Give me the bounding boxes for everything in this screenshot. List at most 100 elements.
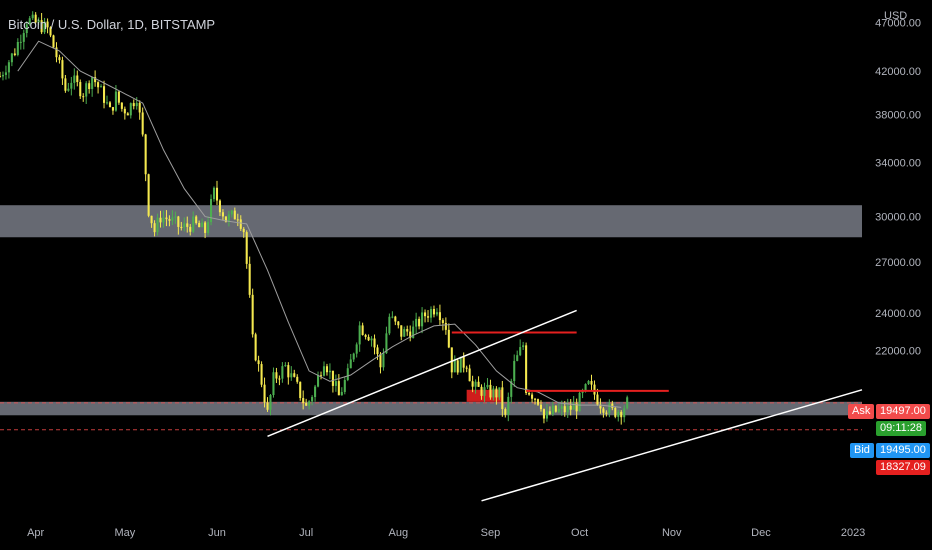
candle-body <box>447 329 450 348</box>
candle-body <box>7 62 10 73</box>
candle-body <box>501 387 504 410</box>
candle-body <box>281 366 284 379</box>
candle-body <box>418 318 421 327</box>
x-tick-label: Jul <box>299 527 313 539</box>
candle-body <box>25 24 28 34</box>
candle-body <box>617 411 620 417</box>
candle-body <box>367 336 370 341</box>
candle-body <box>382 353 385 368</box>
y-tick-label: 47000.00 <box>875 17 921 29</box>
candle-body <box>49 27 52 36</box>
y-tick-label: 30000.00 <box>875 212 921 224</box>
x-tick-label: Jun <box>208 527 226 539</box>
candle-body <box>201 222 204 228</box>
candle-body <box>334 381 337 386</box>
candle-body <box>462 356 465 368</box>
candle-body <box>73 75 76 83</box>
candle-body <box>159 217 162 223</box>
candle-body <box>554 405 557 412</box>
candle-body <box>22 33 25 42</box>
candles <box>0 11 629 425</box>
candle-body <box>70 82 73 89</box>
candle-body <box>325 366 329 373</box>
bid-price-tag: 19495.00 <box>876 443 930 458</box>
candle-body <box>459 356 462 373</box>
candle-body <box>212 187 216 200</box>
candle-body <box>180 226 183 228</box>
candle-body <box>477 381 480 387</box>
candle-body <box>602 408 605 413</box>
candle-body <box>239 219 242 229</box>
candle-body <box>135 102 138 107</box>
candle-body <box>432 309 436 315</box>
candle-body <box>516 355 519 361</box>
candle-body <box>394 316 397 322</box>
candle-body <box>504 409 507 415</box>
candle-body <box>132 103 135 107</box>
candle-body <box>55 47 58 58</box>
candle-body <box>495 388 498 398</box>
candle-body <box>593 384 596 395</box>
candle-body <box>210 199 213 223</box>
x-tick-label: 2023 <box>841 527 865 539</box>
candle-body <box>531 394 534 399</box>
candle-body <box>108 102 112 108</box>
candle-body <box>305 403 308 406</box>
candle-body <box>426 316 430 318</box>
candle-body <box>581 390 584 393</box>
candle-body <box>542 409 545 419</box>
candle-body <box>260 364 263 385</box>
candle-body <box>507 396 510 415</box>
candle-body <box>64 78 67 91</box>
candle-body <box>421 312 424 327</box>
candle-body <box>272 372 275 396</box>
candle-body <box>337 381 340 396</box>
candle-body <box>364 334 367 337</box>
candle-body <box>183 223 186 228</box>
candle-body <box>138 102 141 113</box>
candle-body <box>296 376 299 382</box>
candle-body <box>620 411 623 418</box>
candle-body <box>343 380 346 392</box>
candle-body <box>52 35 55 48</box>
candle-body <box>299 381 302 399</box>
candle-body <box>406 329 409 332</box>
candle-body <box>528 393 531 395</box>
support-resistance-zone-1 <box>0 401 862 416</box>
candle-body <box>120 102 123 109</box>
x-tick-label: Aug <box>389 527 409 539</box>
candle-body <box>349 359 352 369</box>
candle-body <box>308 401 311 406</box>
candle-body <box>465 367 468 369</box>
candle-body <box>58 57 61 61</box>
candle-body <box>388 316 391 334</box>
candle-body <box>105 102 109 104</box>
candle-body <box>16 41 19 55</box>
candle-body <box>498 387 501 398</box>
candle-body <box>474 381 477 387</box>
candle-body <box>114 91 117 111</box>
candle-body <box>548 411 551 415</box>
candle-body <box>198 223 201 228</box>
candle-body <box>236 219 239 221</box>
y-tick-label: 42000.00 <box>875 66 921 78</box>
countdown-tag: 09:11:28 <box>876 421 927 436</box>
candle-body <box>355 344 358 354</box>
x-tick-label: Sep <box>481 527 501 539</box>
candle-body <box>403 329 406 337</box>
candle-body <box>510 381 513 397</box>
candle-body <box>85 83 88 97</box>
candle-body <box>94 77 97 83</box>
candle-body <box>76 75 79 82</box>
candle-body <box>480 386 483 396</box>
candle-body <box>82 96 85 98</box>
candle-body <box>391 316 394 318</box>
candle-body <box>230 210 233 215</box>
candle-body <box>409 331 412 338</box>
candle-body <box>331 370 334 386</box>
candle-body <box>626 397 629 409</box>
candle-body <box>611 403 614 408</box>
candle-body <box>614 407 617 417</box>
candle-body <box>79 81 82 97</box>
